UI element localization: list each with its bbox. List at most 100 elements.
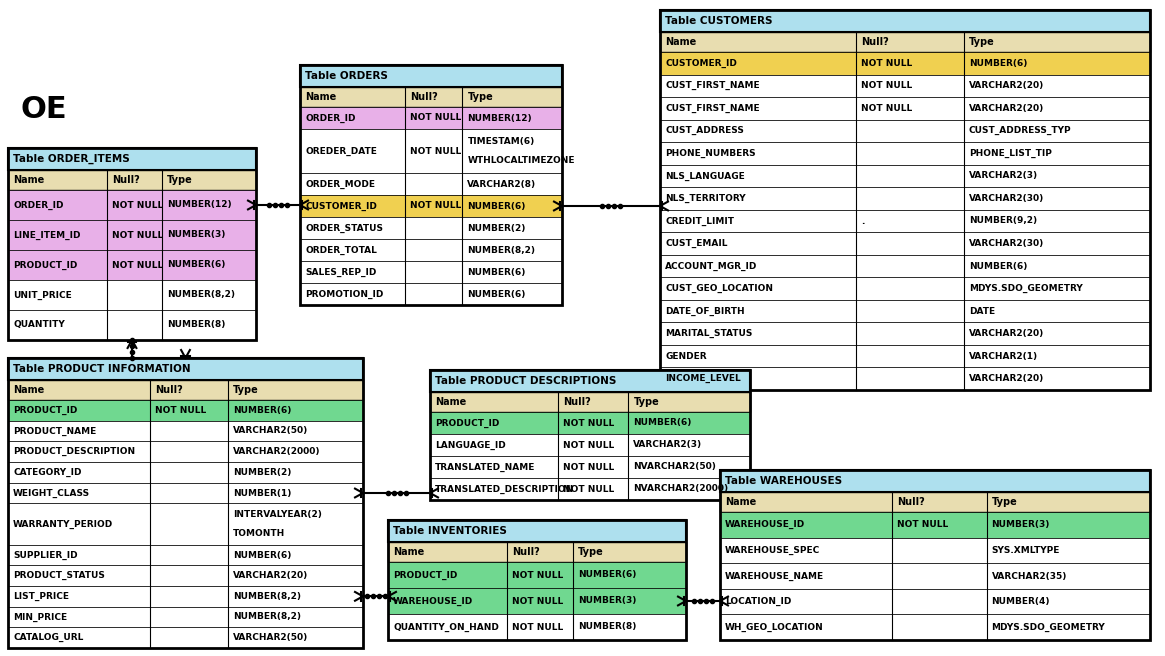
- Text: NOT NULL: NOT NULL: [861, 104, 912, 113]
- Text: NUMBER(6): NUMBER(6): [467, 268, 525, 276]
- Text: Type: Type: [634, 397, 659, 407]
- Bar: [661, 322, 1150, 345]
- Text: CUST_FIRST_NAME: CUST_FIRST_NAME: [665, 104, 760, 113]
- Text: DATE: DATE: [969, 306, 995, 316]
- Text: WAREHOUSE_ID: WAREHOUSE_ID: [393, 596, 473, 605]
- Text: NOT NULL: NOT NULL: [410, 146, 461, 155]
- Text: ORDER_ID: ORDER_ID: [305, 113, 355, 123]
- Text: OREDER_DATE: OREDER_DATE: [305, 146, 376, 155]
- Bar: [301, 283, 562, 305]
- Text: Type: Type: [991, 497, 1017, 507]
- Text: NUMBER(6): NUMBER(6): [467, 201, 525, 211]
- Bar: [8, 627, 363, 648]
- Text: NLS_TERRITORY: NLS_TERRITORY: [665, 194, 746, 203]
- Text: NOT NULL: NOT NULL: [410, 113, 461, 123]
- Text: TIMESTAM(6): TIMESTAM(6): [467, 137, 535, 146]
- Text: NUMBER(8): NUMBER(8): [578, 623, 636, 632]
- Text: Null?: Null?: [112, 175, 140, 185]
- Text: Null?: Null?: [897, 497, 925, 507]
- Bar: [388, 588, 686, 614]
- Text: NOT NULL: NOT NULL: [563, 440, 614, 449]
- Text: ORDER_ID: ORDER_ID: [13, 201, 64, 209]
- Text: NOT NULL: NOT NULL: [563, 462, 614, 472]
- Text: CUST_FIRST_NAME: CUST_FIRST_NAME: [665, 81, 760, 91]
- Bar: [720, 564, 1150, 589]
- Text: WTHLOCALTIMEZONE: WTHLOCALTIMEZONE: [467, 156, 576, 165]
- Text: NUMBER(6): NUMBER(6): [634, 419, 692, 428]
- Text: Table ORDER_ITEMS: Table ORDER_ITEMS: [13, 154, 129, 164]
- Text: VARCHAR2(3): VARCHAR2(3): [969, 171, 1038, 180]
- Text: Null?: Null?: [513, 547, 539, 557]
- Bar: [8, 400, 363, 420]
- Text: PRODUCT_STATUS: PRODUCT_STATUS: [13, 571, 105, 581]
- Text: PRODUCT_ID: PRODUCT_ID: [13, 406, 77, 415]
- Text: NOT NULL: NOT NULL: [513, 596, 564, 605]
- Bar: [301, 239, 562, 261]
- Bar: [8, 420, 363, 441]
- Text: Name: Name: [665, 37, 697, 47]
- Text: Table WAREHOUSES: Table WAREHOUSES: [725, 476, 842, 486]
- Text: WAREHOUSE_SPEC: WAREHOUSE_SPEC: [725, 546, 820, 555]
- Text: Name: Name: [13, 175, 44, 185]
- Text: NVARCHAR2(2000): NVARCHAR2(2000): [634, 485, 728, 493]
- Bar: [661, 119, 1150, 142]
- Text: MDYS.SDO_GEOMETRY: MDYS.SDO_GEOMETRY: [991, 623, 1106, 632]
- Text: NUMBER(2): NUMBER(2): [467, 224, 525, 232]
- Text: NUMBER(6): NUMBER(6): [467, 289, 525, 298]
- Text: PRODUCT_ID: PRODUCT_ID: [13, 260, 77, 270]
- Text: Name: Name: [305, 92, 337, 102]
- Text: DATE_OF_BIRTH: DATE_OF_BIRTH: [665, 306, 744, 316]
- Text: Null?: Null?: [410, 92, 438, 102]
- Text: NOT NULL: NOT NULL: [563, 419, 614, 428]
- Bar: [661, 75, 1150, 97]
- Text: SALES_REP_ID: SALES_REP_ID: [305, 268, 376, 277]
- Text: PRODUCT_ID: PRODUCT_ID: [393, 571, 458, 579]
- Text: NUMBER(1): NUMBER(1): [233, 489, 291, 497]
- Bar: [661, 232, 1150, 255]
- Text: Table PRODUCT INFORMATION: Table PRODUCT INFORMATION: [13, 364, 191, 374]
- Text: WARRANTY_PERIOD: WARRANTY_PERIOD: [13, 520, 113, 529]
- Text: WAREHOUSE_NAME: WAREHOUSE_NAME: [725, 571, 824, 581]
- Text: NUMBER(6): NUMBER(6): [969, 262, 1028, 270]
- Text: NUMBER(3): NUMBER(3): [991, 520, 1050, 529]
- Text: NOT NULL: NOT NULL: [155, 406, 206, 415]
- Bar: [8, 607, 363, 627]
- Text: MIN_PRICE: MIN_PRICE: [13, 613, 68, 622]
- Bar: [8, 462, 363, 483]
- Text: NOT NULL: NOT NULL: [112, 260, 163, 270]
- Text: Name: Name: [725, 497, 756, 507]
- Text: NOT NULL: NOT NULL: [112, 201, 163, 209]
- Text: NUMBER(12): NUMBER(12): [167, 201, 232, 209]
- Text: NUMBER(12): NUMBER(12): [467, 113, 532, 123]
- Bar: [8, 190, 256, 220]
- Bar: [388, 542, 686, 562]
- Text: CUSTOMER_ID: CUSTOMER_ID: [305, 201, 376, 211]
- Text: NUMBER(8): NUMBER(8): [167, 321, 225, 329]
- Text: VARCHAR2(20): VARCHAR2(20): [969, 81, 1044, 91]
- Text: MARITAL_STATUS: MARITAL_STATUS: [665, 329, 753, 338]
- Text: CATALOG_URL: CATALOG_URL: [13, 633, 84, 642]
- Text: VARCHAR2(30): VARCHAR2(30): [969, 194, 1044, 203]
- Bar: [661, 300, 1150, 322]
- Bar: [8, 220, 256, 250]
- Text: LIST_PRICE: LIST_PRICE: [13, 592, 69, 601]
- Bar: [301, 195, 562, 217]
- Bar: [720, 470, 1150, 492]
- Text: QUANTITY: QUANTITY: [13, 321, 65, 329]
- Text: NUMBER(9,2): NUMBER(9,2): [969, 216, 1037, 226]
- Text: .: .: [861, 216, 864, 226]
- Text: LANGUAGE_ID: LANGUAGE_ID: [435, 440, 506, 449]
- Bar: [8, 358, 363, 648]
- Text: LOCATION_ID: LOCATION_ID: [725, 597, 791, 606]
- Text: VARCHAR2(20): VARCHAR2(20): [969, 104, 1044, 113]
- Text: NVARCHAR2(50): NVARCHAR2(50): [634, 462, 716, 472]
- Text: NLS_LANGUAGE: NLS_LANGUAGE: [665, 171, 744, 180]
- Text: MDYS.SDO_GEOMETRY: MDYS.SDO_GEOMETRY: [969, 284, 1082, 293]
- Text: Table ORDERS: Table ORDERS: [305, 71, 388, 81]
- Text: Null?: Null?: [563, 397, 591, 407]
- Text: WEIGHT_CLASS: WEIGHT_CLASS: [13, 489, 90, 497]
- Text: VARCHAR2(3): VARCHAR2(3): [634, 440, 702, 449]
- Text: CUST_GEO_LOCATION: CUST_GEO_LOCATION: [665, 284, 774, 293]
- Bar: [661, 10, 1150, 390]
- Text: NOT NULL: NOT NULL: [861, 59, 912, 68]
